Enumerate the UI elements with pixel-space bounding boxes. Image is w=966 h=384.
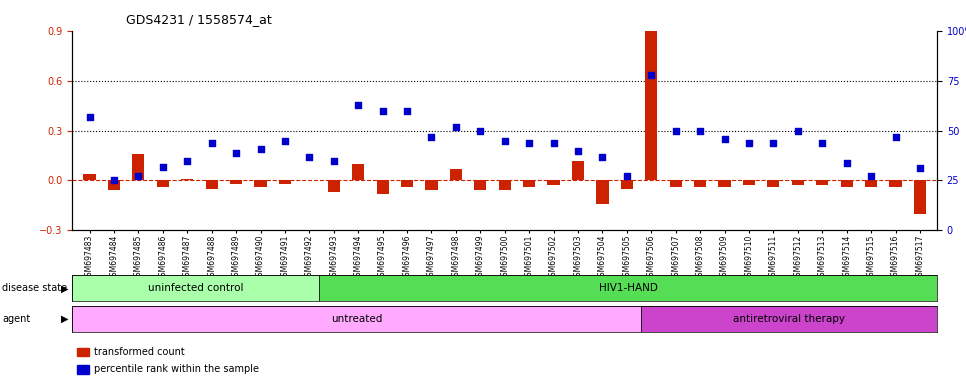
Bar: [230, 180, 242, 184]
Bar: [890, 180, 901, 187]
Bar: [596, 180, 609, 204]
Bar: [865, 180, 877, 187]
Bar: [645, 31, 658, 180]
Bar: [108, 180, 120, 190]
Bar: [450, 169, 462, 180]
Bar: [254, 180, 267, 187]
Bar: [474, 180, 487, 190]
Bar: [548, 180, 559, 185]
Point: [351, 101, 366, 108]
Point: [375, 108, 390, 114]
Bar: [669, 180, 682, 187]
Point: [814, 139, 830, 146]
Bar: [572, 161, 584, 180]
Bar: [352, 164, 364, 180]
Point: [741, 139, 756, 146]
Text: ▶: ▶: [61, 283, 69, 293]
Point: [399, 108, 414, 114]
Bar: [640, 306, 937, 332]
Point: [327, 157, 342, 164]
Point: [546, 139, 561, 146]
Bar: [767, 180, 780, 187]
Point: [668, 127, 683, 134]
Point: [693, 127, 708, 134]
Point: [522, 139, 537, 146]
Point: [595, 154, 611, 160]
Point: [790, 127, 806, 134]
Bar: [377, 180, 388, 194]
Text: uninfected control: uninfected control: [148, 283, 243, 293]
Text: GDS4231 / 1558574_at: GDS4231 / 1558574_at: [126, 13, 271, 26]
Bar: [425, 180, 438, 190]
Point: [277, 137, 293, 144]
Point: [864, 174, 879, 180]
Text: untreated: untreated: [330, 314, 383, 324]
Text: HIV1-HAND: HIV1-HAND: [599, 283, 658, 293]
Point: [253, 146, 269, 152]
Text: transformed count: transformed count: [95, 347, 185, 357]
Point: [472, 127, 488, 134]
Bar: [72, 306, 640, 332]
Bar: [77, 348, 89, 356]
Bar: [132, 154, 145, 180]
Bar: [182, 179, 193, 180]
Point: [838, 159, 854, 166]
Point: [888, 134, 903, 140]
Text: agent: agent: [2, 314, 30, 324]
Bar: [206, 180, 217, 189]
Bar: [914, 180, 926, 214]
Bar: [498, 180, 511, 190]
Point: [301, 154, 317, 160]
Bar: [840, 180, 853, 187]
Text: disease state: disease state: [2, 283, 67, 293]
Point: [180, 157, 195, 164]
Point: [156, 164, 171, 170]
Bar: [320, 275, 937, 301]
Text: ▶: ▶: [61, 314, 69, 324]
Point: [130, 174, 146, 180]
Point: [643, 71, 659, 78]
Bar: [327, 180, 340, 192]
Point: [204, 139, 219, 146]
Bar: [621, 180, 633, 189]
Text: antiretroviral therapy: antiretroviral therapy: [733, 314, 845, 324]
Bar: [83, 174, 96, 180]
Point: [497, 137, 512, 144]
Bar: [792, 180, 804, 185]
Point: [766, 139, 781, 146]
Bar: [72, 275, 320, 301]
Bar: [694, 180, 706, 187]
Point: [448, 124, 464, 130]
Point: [619, 174, 635, 180]
Point: [717, 136, 732, 142]
Point: [912, 166, 927, 172]
Bar: [816, 180, 828, 185]
Bar: [743, 180, 755, 185]
Bar: [719, 180, 730, 187]
Text: percentile rank within the sample: percentile rank within the sample: [95, 364, 259, 374]
Bar: [523, 180, 535, 187]
Point: [106, 177, 122, 184]
Bar: [401, 180, 413, 187]
Bar: [156, 180, 169, 187]
Bar: [279, 180, 291, 184]
Bar: [77, 365, 89, 374]
Point: [228, 149, 243, 156]
Point: [424, 134, 440, 140]
Point: [82, 114, 98, 120]
Point: [570, 147, 585, 154]
